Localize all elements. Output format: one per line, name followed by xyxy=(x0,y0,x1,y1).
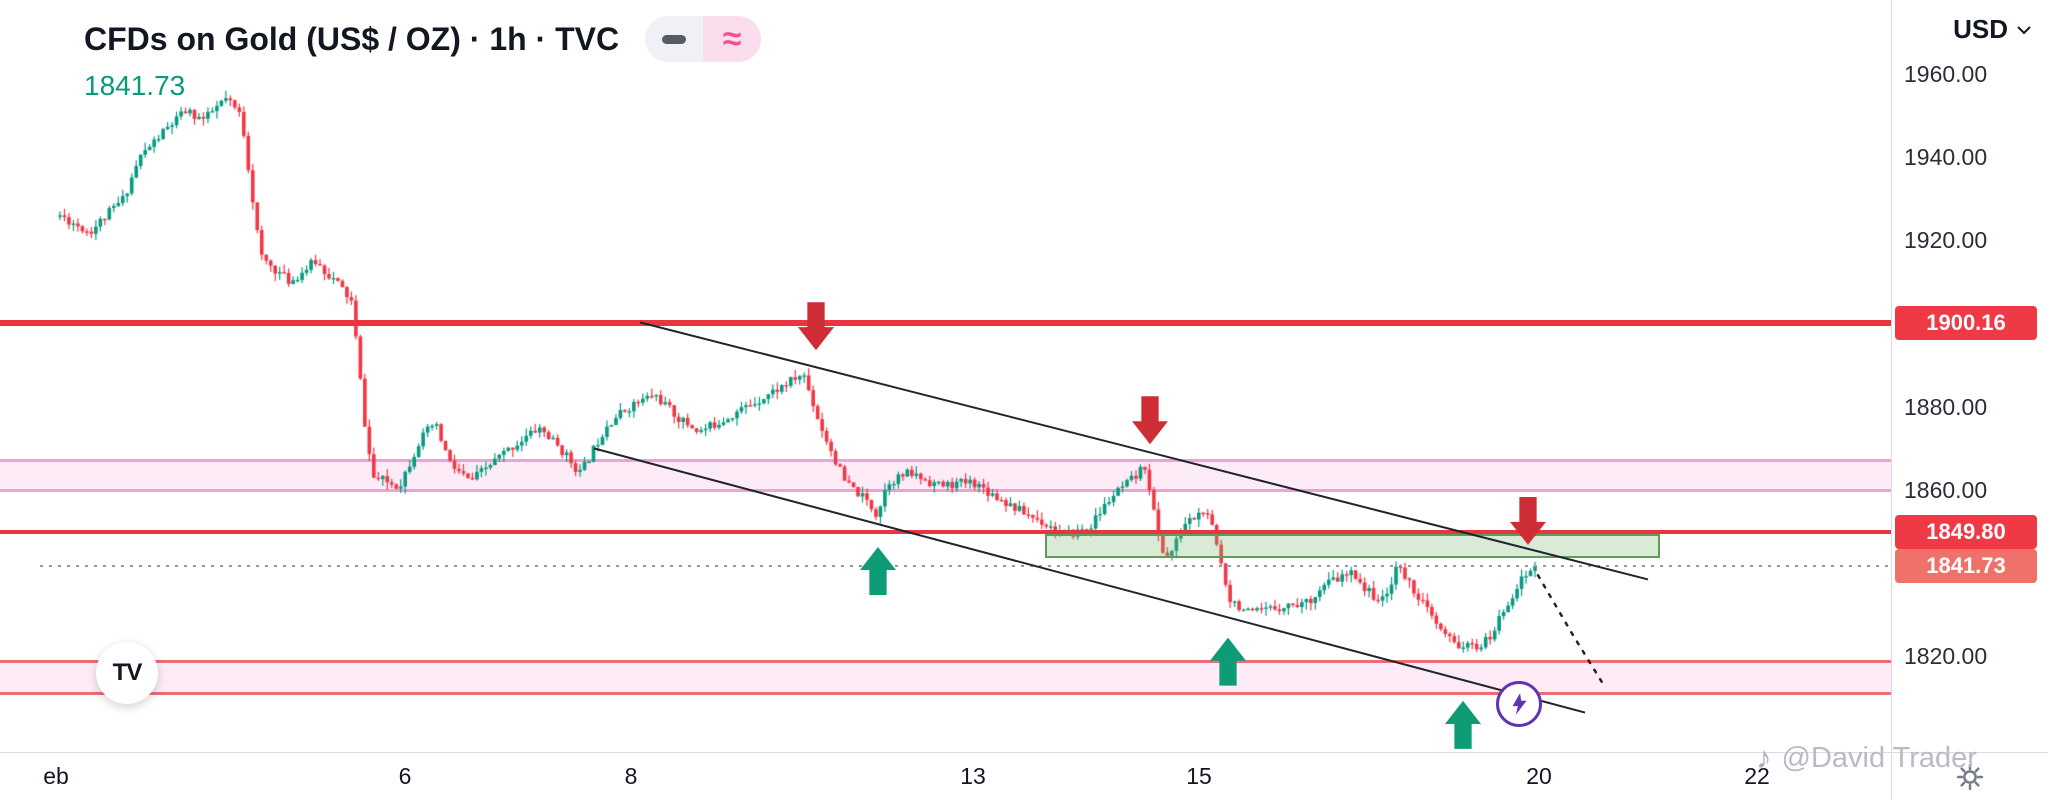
price-axis-labels: 1960.00 1940.00 1920.00 1880.00 1860.00 1820.… xyxy=(1892,0,2048,752)
chart-header: CFDs on Gold (US$ / OZ) · 1h · TVC ≈ 184… xyxy=(84,16,762,102)
time-axis-label: 6 xyxy=(398,763,412,789)
watermark-text: @David Trader xyxy=(1781,741,1977,774)
current-price-dotted-line xyxy=(40,565,1891,567)
approx-icon: ≈ xyxy=(722,19,742,58)
price-axis-label: 1960.00 xyxy=(1904,61,1988,87)
price-axis-label: 1820.00 xyxy=(1904,643,1988,670)
levels-layer xyxy=(0,319,1891,567)
lightning-bolt-icon xyxy=(1512,692,1527,715)
time-axis[interactable]: eb 6 8 13 15 20 22 xyxy=(0,752,1891,800)
time-axis-label: 22 xyxy=(1744,763,1770,789)
buy-signal-arrow[interactable] xyxy=(1210,637,1246,686)
resistance-level-line[interactable] xyxy=(0,530,1891,535)
buy-signal-arrow[interactable] xyxy=(1445,700,1481,749)
sell-signal-arrow[interactable] xyxy=(1132,396,1168,445)
channel-trendline[interactable] xyxy=(593,447,1586,714)
time-axis-label: 13 xyxy=(960,763,986,789)
toggle-left-segment[interactable] xyxy=(645,16,704,62)
projection-dotted-line[interactable] xyxy=(1536,574,1606,687)
price-line-style-toggle[interactable]: ≈ xyxy=(645,16,762,62)
price-axis-label: 1920.00 xyxy=(1904,227,1988,254)
price-axis-badge: 1841.73 xyxy=(1895,549,2037,583)
channel-trendline[interactable] xyxy=(639,321,1649,581)
price-axis-label: 1880.00 xyxy=(1904,393,1988,420)
price-axis-badge: 1900.16 xyxy=(1895,305,2037,340)
price-axis[interactable]: 1960.00 1940.00 1920.00 1880.00 1860.00 1820.… xyxy=(1891,0,2048,752)
sell-signal-arrow[interactable] xyxy=(1510,496,1546,545)
annotations-layer xyxy=(798,302,1546,749)
drawings-overlay xyxy=(593,321,1649,714)
buy-signal-arrow[interactable] xyxy=(860,546,896,595)
time-axis-label: 15 xyxy=(1186,763,1212,789)
currency-label: USD xyxy=(1953,14,2008,44)
watermark: ♪ @David Trader xyxy=(1756,740,1977,776)
toggle-right-segment[interactable]: ≈ xyxy=(703,16,762,62)
tradingview-logo-icon: TV xyxy=(112,659,143,686)
sell-signal-arrow[interactable] xyxy=(798,302,834,351)
currency-dropdown[interactable]: USD xyxy=(1953,14,2032,45)
lightning-marker[interactable] xyxy=(1496,680,1542,727)
chart-plot-area[interactable]: TV xyxy=(0,0,1891,752)
symbol-title[interactable]: CFDs on Gold (US$ / OZ) · 1h · TVC xyxy=(84,20,620,57)
watermark-logo-icon: ♪ xyxy=(1756,740,1772,775)
candlestick-canvas[interactable] xyxy=(0,0,1891,752)
axis-settings-corner[interactable] xyxy=(1891,752,2048,800)
green-demand-box[interactable] xyxy=(1045,534,1660,559)
price-axis-label: 1860.00 xyxy=(1904,477,1988,503)
chevron-down-icon xyxy=(2017,25,2031,34)
price-axis-label: 1940.00 xyxy=(1904,144,1988,171)
tradingview-logo[interactable]: TV xyxy=(96,642,158,704)
time-axis-label: eb xyxy=(43,763,69,789)
dash-icon xyxy=(662,34,687,44)
last-price-display: 1841.73 xyxy=(84,70,186,101)
time-axis-label: 20 xyxy=(1526,763,1552,789)
settings-gear-icon[interactable] xyxy=(1955,762,1985,792)
price-axis-badge: 1849.80 xyxy=(1895,515,2037,550)
time-axis-label: 8 xyxy=(624,763,638,789)
resistance-level-line[interactable] xyxy=(0,319,1891,326)
